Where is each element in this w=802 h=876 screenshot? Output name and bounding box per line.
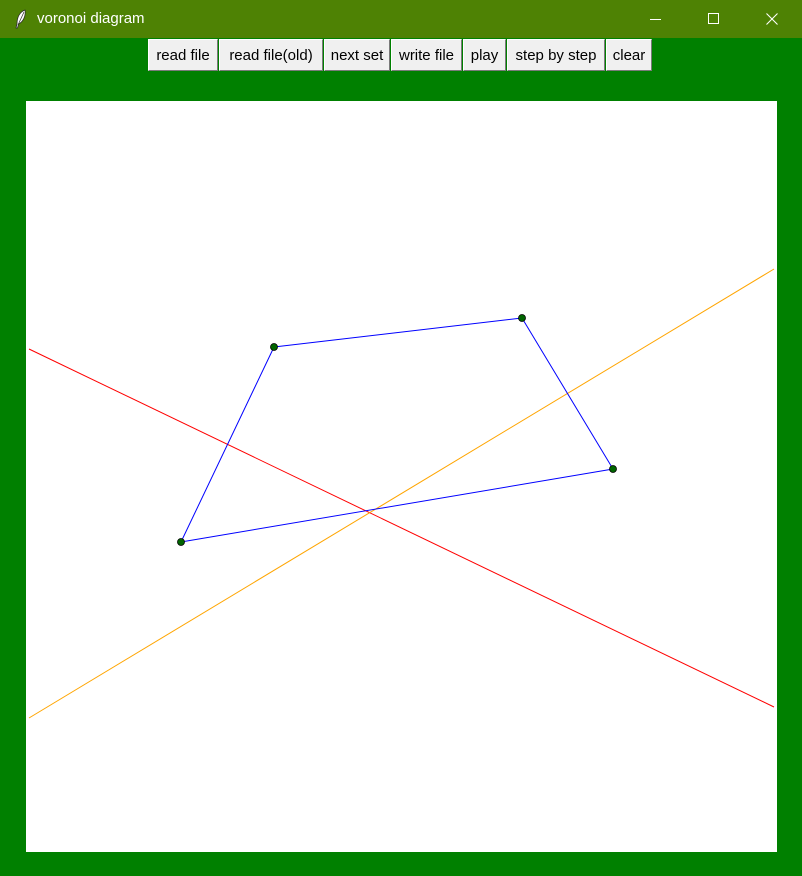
minimize-icon	[650, 13, 662, 25]
maximize-icon	[708, 13, 720, 25]
play-button[interactable]: play	[463, 39, 506, 71]
voronoi-diagram	[28, 268, 775, 719]
site-point-3[interactable]	[609, 465, 617, 473]
minimize-button[interactable]	[627, 0, 685, 38]
window-title: voronoi diagram	[37, 10, 145, 27]
bisector-line-1	[28, 348, 775, 708]
write-file-button[interactable]: write file	[391, 39, 462, 71]
step-by-step-button[interactable]: step by step	[507, 39, 605, 71]
hull-edge-4	[180, 346, 275, 543]
bisector-line-2	[28, 268, 775, 719]
site-point-2[interactable]	[518, 314, 526, 322]
close-icon	[766, 13, 778, 25]
hull-edge-1	[273, 317, 523, 348]
feather-icon	[14, 9, 28, 29]
title-bar[interactable]: voronoi diagram	[0, 0, 802, 38]
read-file-button[interactable]: read file	[148, 39, 218, 71]
maximize-button[interactable]	[685, 0, 743, 38]
next-set-button[interactable]: next set	[324, 39, 390, 71]
drawing-canvas[interactable]	[26, 101, 777, 852]
site-point-1[interactable]	[270, 343, 278, 351]
clear-button[interactable]: clear	[606, 39, 652, 71]
hull-edge-2	[521, 317, 614, 470]
site-point-4[interactable]	[177, 538, 185, 546]
toolbar: read file read file(old) next set write …	[148, 39, 653, 71]
read-file-old-button[interactable]: read file(old)	[219, 39, 323, 71]
close-button[interactable]	[743, 0, 801, 38]
hull-edge-3	[180, 468, 614, 543]
